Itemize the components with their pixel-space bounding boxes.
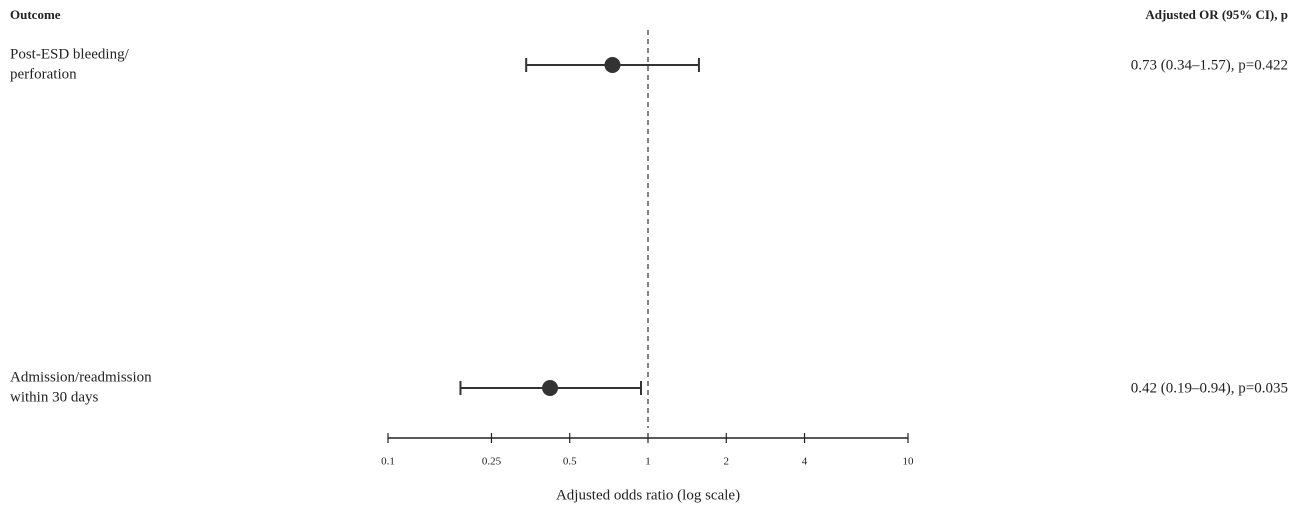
x-tick-label: 0.25 [482,456,502,468]
x-tick-label: 0.1 [381,456,395,468]
row-label: Admission/readmission [10,369,152,385]
x-tick-label: 1 [645,456,651,468]
row-label: within 30 days [10,389,98,405]
x-tick-label: 10 [903,456,915,468]
value-label: 0.42 (0.19–0.94), p=0.035 [1131,380,1288,396]
row-label: Post-ESD bleeding/ [10,46,130,62]
point-estimate [542,380,559,396]
point-estimate [604,57,621,73]
x-tick-label: 4 [802,456,808,468]
value-label: 0.73 (0.34–1.57), p=0.422 [1131,57,1288,73]
label-header: Outcome [10,7,61,22]
row-label: perforation [10,66,77,82]
x-tick-label: 0.5 [563,456,577,468]
x-axis-label: Adjusted odds ratio (log scale) [556,487,740,503]
value-header: Adjusted OR (95% CI), p [1145,7,1288,22]
x-tick-label: 2 [724,456,730,468]
